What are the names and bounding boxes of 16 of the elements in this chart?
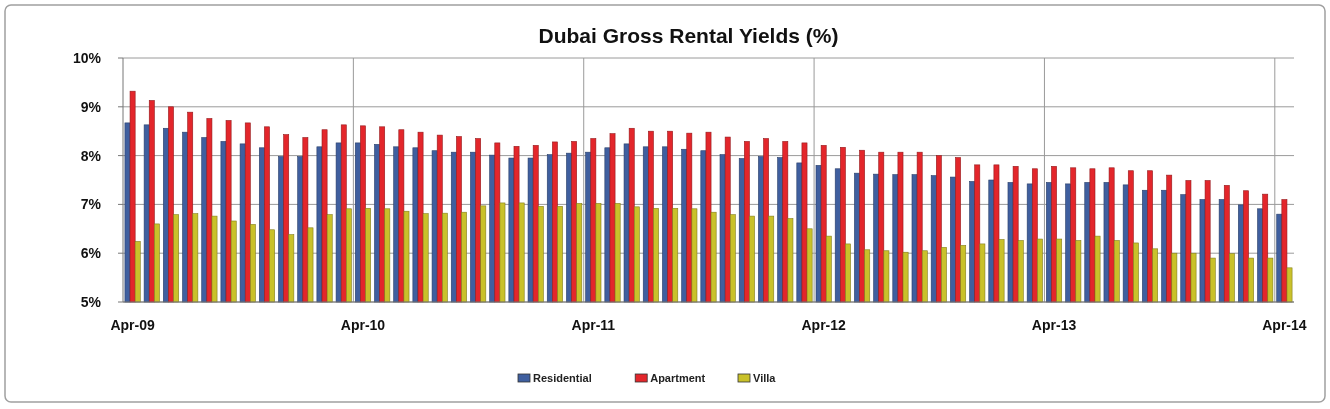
x-tick-label: Apr-11 bbox=[571, 317, 616, 333]
y-tick-label: 6% bbox=[80, 245, 102, 262]
x-tick-label: Apr-09 bbox=[110, 317, 155, 333]
y-tick-label: 9% bbox=[80, 98, 102, 115]
x-tick-label: Apr-13 bbox=[1031, 317, 1077, 333]
y-tick-label: 7% bbox=[80, 196, 102, 213]
y-tick-label: 10% bbox=[72, 49, 102, 66]
x-tick-label: Apr-10 bbox=[340, 317, 386, 333]
y-tick-label: 5% bbox=[80, 293, 102, 310]
chart-title: Dubai Gross Rental Yields (%) bbox=[538, 24, 839, 47]
legend-label: Villa bbox=[753, 372, 777, 384]
legend-label: Residential bbox=[533, 372, 592, 384]
y-tick-label: 8% bbox=[80, 147, 102, 164]
legend-label: Apartment bbox=[650, 372, 706, 384]
x-tick-label: Apr-14 bbox=[1262, 317, 1307, 333]
x-tick-label: Apr-12 bbox=[801, 317, 847, 333]
